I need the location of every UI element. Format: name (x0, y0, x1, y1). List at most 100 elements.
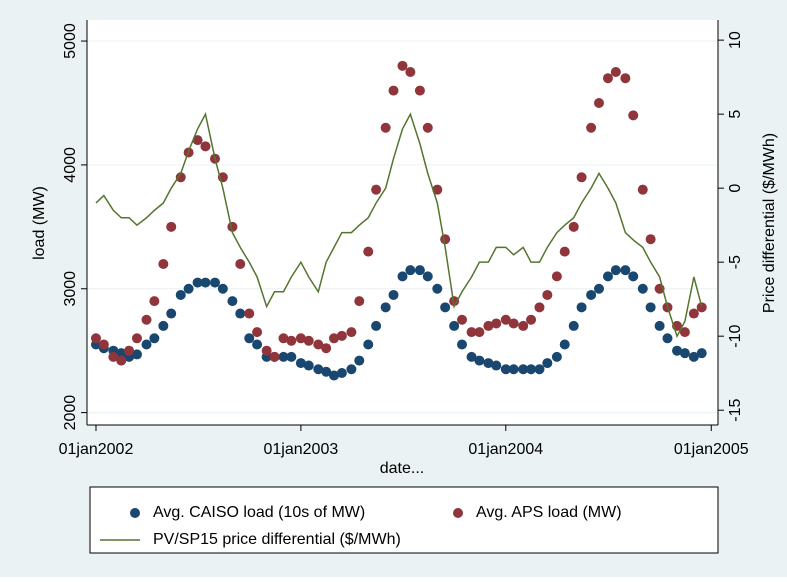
point (688, 351, 699, 362)
point (466, 351, 477, 362)
point (508, 364, 519, 375)
point (388, 289, 399, 300)
point (483, 358, 494, 369)
point (108, 351, 119, 362)
point (593, 97, 604, 108)
point (491, 360, 502, 371)
point (116, 355, 127, 366)
point (586, 289, 597, 300)
point (252, 339, 263, 350)
point (141, 314, 152, 325)
point (672, 345, 683, 356)
point (645, 302, 656, 313)
point (261, 345, 272, 356)
y-tick-label: 5000 (62, 23, 79, 59)
point (679, 348, 690, 359)
point (466, 327, 477, 338)
point (116, 348, 127, 359)
point (457, 339, 468, 350)
point (457, 314, 468, 325)
point (645, 234, 656, 245)
point (363, 339, 374, 350)
point (158, 320, 169, 331)
point (405, 265, 416, 276)
point (363, 246, 374, 257)
point (500, 314, 511, 325)
point (688, 308, 699, 319)
point (491, 318, 502, 329)
point (388, 85, 399, 96)
point (278, 333, 289, 344)
point (380, 122, 391, 133)
point (217, 283, 228, 294)
point (295, 358, 306, 369)
point (474, 327, 485, 338)
point (628, 110, 639, 121)
point (354, 296, 365, 307)
legend-swatch (130, 508, 140, 518)
point (568, 221, 579, 232)
legend-label: Avg. APS load (MW) (476, 504, 622, 521)
point (269, 351, 280, 362)
point (286, 351, 297, 362)
point (696, 302, 707, 313)
point (346, 327, 357, 338)
point (696, 348, 707, 359)
point (518, 320, 529, 331)
point (449, 296, 460, 307)
point (380, 302, 391, 313)
point (124, 345, 135, 356)
point (432, 283, 443, 294)
point (149, 296, 160, 307)
point (235, 258, 246, 269)
point (602, 271, 613, 282)
point (295, 333, 306, 344)
legend-box (89, 486, 719, 554)
x-tick-label: 01jan2003 (264, 441, 339, 458)
point (422, 122, 433, 133)
point (654, 320, 665, 331)
point (440, 302, 451, 313)
point (278, 351, 289, 362)
point (534, 364, 545, 375)
point (166, 308, 177, 319)
point (576, 302, 587, 313)
y2-tick-label: 5 (727, 110, 744, 119)
y2-tick-label: 10 (727, 31, 744, 49)
point (542, 358, 553, 369)
point (192, 135, 203, 146)
y2-tick-label: 0 (727, 184, 744, 193)
point (483, 320, 494, 331)
point (637, 184, 648, 195)
point (141, 339, 152, 350)
point (303, 335, 314, 346)
point (551, 271, 562, 282)
point (200, 141, 211, 152)
point (303, 360, 314, 371)
point (593, 283, 604, 294)
point (414, 85, 425, 96)
point (313, 339, 324, 350)
point (90, 333, 101, 344)
point (336, 330, 347, 341)
point (518, 364, 529, 375)
y2-tick-label: -10 (727, 325, 744, 348)
point (628, 271, 639, 282)
point (329, 370, 340, 381)
legend-swatch (453, 508, 463, 518)
x-tick-label: 01jan2002 (59, 441, 134, 458)
point (313, 364, 324, 375)
point (414, 265, 425, 276)
point (620, 265, 631, 276)
point (397, 271, 408, 282)
point (586, 122, 597, 133)
point (405, 67, 416, 78)
legend-label: PV/SP15 price differential ($/MWh) (153, 531, 401, 548)
point (662, 333, 673, 344)
x-tick-label: 01jan2005 (674, 441, 749, 458)
point (610, 265, 621, 276)
plot-area (87, 20, 718, 425)
point (576, 172, 587, 183)
point (346, 364, 357, 375)
point (474, 355, 485, 366)
